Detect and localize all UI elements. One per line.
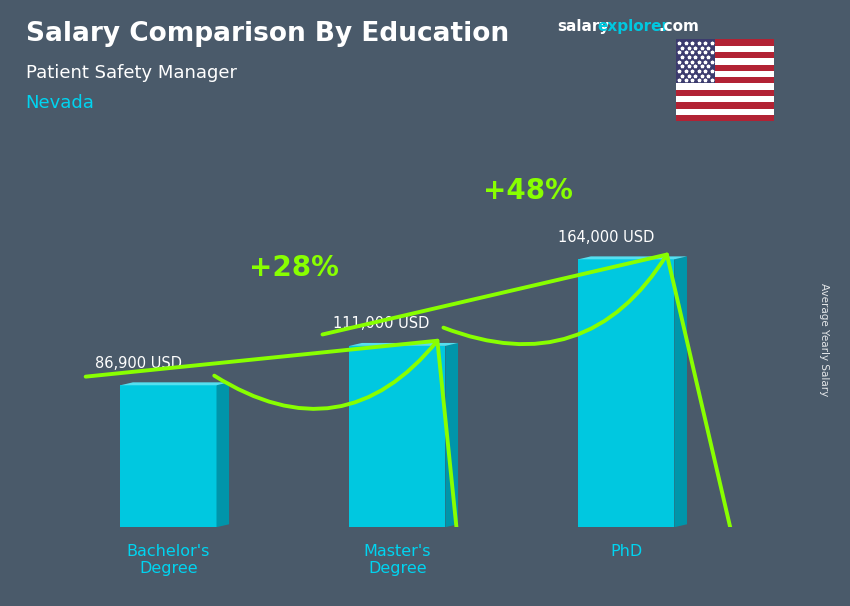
Text: +48%: +48% [483,177,573,205]
Polygon shape [578,256,687,259]
Bar [676,108,774,115]
FancyArrowPatch shape [86,341,473,606]
Text: 86,900 USD: 86,900 USD [95,356,182,370]
Polygon shape [349,343,458,346]
Text: 164,000 USD: 164,000 USD [558,230,654,245]
Polygon shape [349,346,445,527]
Bar [676,71,774,77]
Text: explorer: explorer [598,19,670,35]
Text: Average Yearly Salary: Average Yearly Salary [819,283,829,396]
Polygon shape [121,382,230,385]
Text: Patient Safety Manager: Patient Safety Manager [26,64,236,82]
Text: .com: .com [659,19,700,35]
Text: 111,000 USD: 111,000 USD [333,316,429,331]
Bar [676,39,774,45]
Bar [676,84,774,90]
Bar [676,115,774,121]
Text: salary: salary [557,19,609,35]
Bar [676,39,715,84]
Bar [676,77,774,84]
Bar [676,58,774,65]
Polygon shape [121,385,217,527]
Polygon shape [445,343,458,527]
Polygon shape [217,382,230,527]
Bar [676,96,774,102]
Bar [676,45,774,52]
Bar [676,52,774,58]
Text: Salary Comparison By Education: Salary Comparison By Education [26,21,508,47]
Polygon shape [578,259,674,527]
Text: +28%: +28% [249,254,339,282]
Polygon shape [674,256,687,527]
Bar [676,90,774,96]
Text: Nevada: Nevada [26,94,94,112]
FancyArrowPatch shape [322,255,747,599]
Bar [676,102,774,108]
Bar [676,65,774,71]
